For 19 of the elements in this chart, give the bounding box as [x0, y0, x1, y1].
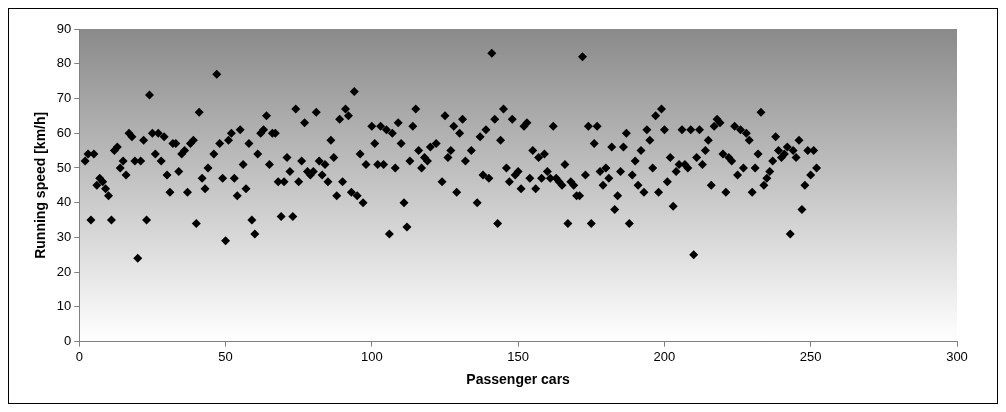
y-axis-title: Running speed [km/h] [32, 111, 49, 259]
x-tick-label: 100 [360, 348, 383, 364]
x-tick-label: 250 [799, 348, 822, 364]
y-tick-label: 30 [56, 228, 72, 244]
y-tick-label: 40 [56, 194, 72, 210]
y-tick-label: 10 [56, 298, 72, 314]
x-axis-title: Passenger cars [466, 371, 571, 388]
x-tick-label: 200 [653, 348, 676, 364]
y-tick-label: 50 [56, 159, 72, 175]
y-tick-label: 80 [56, 55, 72, 71]
y-tick-label: 0 [64, 333, 72, 349]
x-tick-label: 0 [75, 348, 83, 364]
x-tick-label: 50 [218, 348, 233, 364]
x-tick-label: 150 [507, 348, 529, 364]
x-tick-label: 300 [946, 348, 968, 364]
y-tick-label: 70 [56, 90, 72, 106]
y-tick-label: 60 [56, 124, 72, 140]
y-tick-label: 90 [56, 20, 72, 36]
y-tick-label: 20 [56, 263, 72, 279]
